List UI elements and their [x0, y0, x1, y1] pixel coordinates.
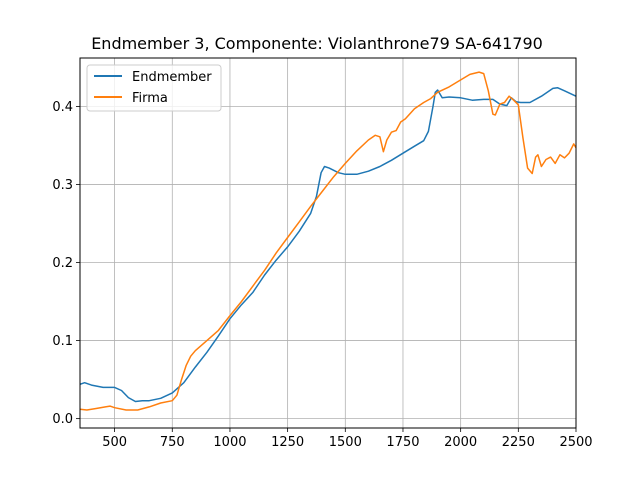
- legend-label-firma: Firma: [132, 91, 168, 106]
- x-tick-label: 1000: [213, 435, 246, 450]
- series-line-firma: [80, 71, 576, 411]
- y-tick-label: 0.0: [52, 412, 73, 427]
- x-tick-label: 750: [160, 435, 185, 450]
- x-tick-label: 2250: [502, 435, 535, 450]
- x-tick-label: 1500: [329, 435, 362, 450]
- legend-label-endmember: Endmember: [132, 70, 212, 85]
- x-tick-label: 1750: [386, 435, 419, 450]
- axis-ticks: 500 750 1000 1250 1500 1750 2000 2250 2500 0.0 0.1…: [52, 100, 592, 450]
- series-line-endmember: [80, 86, 576, 403]
- y-tick-label: 0.2: [52, 256, 73, 271]
- x-tick-label: 2000: [444, 435, 477, 450]
- y-tick-label: 0.1: [52, 334, 73, 349]
- legend: Endmember Firma: [86, 64, 222, 112]
- y-tick-label: 0.4: [52, 100, 73, 115]
- plot-frame: [79, 57, 577, 429]
- x-tick-label: 2500: [559, 435, 592, 450]
- x-tick-label: 500: [102, 435, 127, 450]
- chart-title: Endmember 3, Componente: Violanthrone79 …: [91, 34, 543, 53]
- x-tick-label: 1250: [271, 435, 304, 450]
- y-tick-label: 0.3: [52, 178, 73, 193]
- plot-series: [80, 71, 576, 411]
